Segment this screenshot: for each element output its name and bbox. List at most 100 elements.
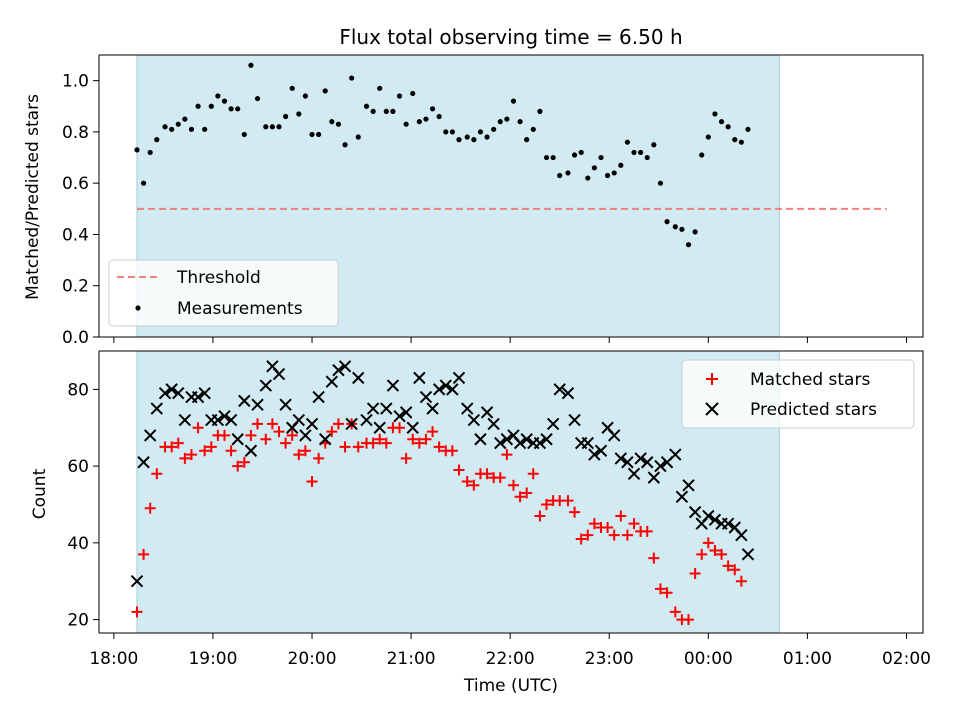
legend-threshold-label: Threshold	[176, 268, 261, 288]
measurement-point	[309, 131, 315, 138]
matched-star-point	[534, 510, 546, 522]
predicted-star-point	[373, 421, 386, 434]
bottom-ytick-label: 20	[67, 611, 89, 631]
measurement-point	[543, 154, 550, 161]
matched-star-point	[313, 452, 325, 464]
measurement-point	[289, 85, 295, 91]
measurement-point	[423, 116, 429, 122]
matched-star-point	[453, 464, 465, 476]
predicted-star-point	[211, 413, 225, 427]
predicted-star-point	[494, 436, 507, 450]
measurement-point	[550, 154, 556, 161]
top-legend: Threshold Measurements	[108, 259, 339, 327]
matched-star-point	[689, 568, 701, 580]
measurement-point	[390, 108, 396, 114]
measurement-point	[436, 113, 442, 120]
predicted-star-point	[352, 371, 365, 385]
matched-star-point	[696, 548, 708, 560]
measurement-point	[228, 106, 234, 112]
predicted-star-point	[130, 574, 144, 588]
bottom-ytick-label: 40	[67, 534, 89, 554]
measurement-point	[241, 131, 247, 138]
matched-star-point	[521, 487, 533, 499]
measurement-point	[732, 137, 738, 143]
predicted-star-point	[553, 383, 566, 396]
matched-star-point	[735, 575, 747, 587]
measurement-point	[484, 134, 490, 140]
matched-star-point	[185, 449, 197, 461]
predicted-star-point	[272, 367, 286, 381]
predicted-star-point	[513, 436, 527, 450]
predicted-star-point	[178, 413, 192, 427]
predicted-star-point	[627, 467, 641, 480]
legend-measurements-label: Measurements	[177, 299, 303, 319]
predicted-star-point	[654, 459, 667, 473]
predicted-star-point	[259, 379, 272, 392]
predicted-star-point	[413, 371, 426, 385]
predicted-star-point	[647, 471, 661, 484]
predicted-star-point	[487, 417, 500, 431]
matched-star-point	[407, 433, 419, 445]
legend-predicted-swatch	[705, 402, 719, 416]
matched-star-point	[374, 433, 386, 445]
xtick-label: 21:00	[387, 649, 436, 669]
measurement-point	[578, 149, 584, 156]
predicted-star-point	[702, 509, 715, 523]
predicted-star-point	[607, 429, 621, 442]
matched-star-point	[260, 433, 272, 445]
measurement-point	[202, 126, 208, 132]
measurement-point	[651, 142, 657, 148]
matched-star-point	[582, 529, 594, 541]
measurement-point	[342, 142, 348, 148]
measurement-point	[611, 170, 617, 176]
predicted-star-point	[446, 383, 459, 396]
predicted-star-point	[461, 402, 474, 415]
predicted-star-point	[305, 417, 319, 431]
top-ytick-label: 0.8	[62, 123, 89, 143]
measurement-point	[712, 111, 718, 117]
measurement-point	[524, 137, 530, 143]
matched-star-point	[569, 506, 581, 518]
measurement-point	[403, 121, 409, 127]
measurement-point	[302, 93, 309, 99]
predicted-star-point	[594, 444, 608, 457]
measurement-point	[335, 121, 342, 127]
measurement-point	[497, 119, 503, 125]
bottom-legend-box	[681, 359, 915, 429]
matched-star-point	[433, 441, 445, 453]
x-axis-label: Time (UTC)	[463, 676, 558, 696]
predicted-star-point	[735, 528, 748, 542]
predicted-star-point	[614, 452, 628, 465]
predicted-star-point	[137, 456, 150, 469]
top-ytick-label: 0.4	[62, 225, 89, 245]
measurement-point	[657, 180, 664, 186]
matched-star-point	[232, 460, 244, 472]
measurement-point	[565, 170, 571, 176]
matched-star-point	[722, 560, 734, 572]
matched-star-point	[199, 445, 211, 457]
predicted-star-point	[319, 433, 332, 446]
matched-star-point	[507, 479, 519, 491]
matched-star-point	[326, 426, 338, 438]
matched-star-point	[709, 545, 721, 557]
predicted-star-point	[224, 413, 238, 427]
predicted-star-point	[426, 402, 439, 415]
legend-predicted-label: Predicted stars	[750, 400, 877, 420]
measurement-point	[537, 108, 543, 114]
matched-star-point	[131, 606, 143, 618]
top-ylabel: Matched/Predicted stars	[23, 94, 43, 300]
measurement-point	[370, 108, 376, 114]
predicted-star-point	[299, 429, 312, 442]
measurement-point	[692, 229, 698, 235]
matched-star-point	[468, 479, 480, 491]
matched-star-point	[380, 437, 392, 449]
measurement-point	[571, 152, 578, 158]
measurement-point	[169, 126, 175, 132]
matched-star-point	[245, 429, 257, 441]
matched-star-point	[144, 502, 156, 514]
measurement-point	[517, 119, 523, 125]
matched-star-point	[286, 429, 298, 441]
xtick-label: 23:00	[585, 649, 634, 669]
matched-star-point	[716, 548, 728, 560]
